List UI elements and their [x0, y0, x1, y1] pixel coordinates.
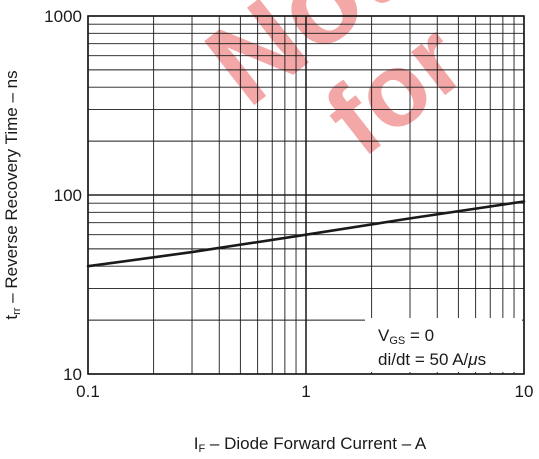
annotation-vgs-sub: GS [389, 335, 405, 347]
annotation-box: VGS = 0 di/dt = 50 A/μs [365, 318, 522, 372]
y-axis-label-main: t [2, 315, 21, 320]
y-axis-label-rest: – Reverse Recovery Time – ns [2, 70, 21, 307]
annotation-didt: di/dt = 50 A/μs [378, 350, 486, 369]
x-axis-label-sub: F [198, 443, 205, 455]
x-tick-label: 10 [515, 382, 534, 401]
annotation-didt-text: di/dt = 50 A/ [378, 350, 469, 369]
annotation-vgs-main: V [378, 326, 390, 345]
y-tick-label: 1000 [44, 7, 82, 26]
x-axis-label-main: I [194, 434, 199, 453]
y-tick-label: 10 [63, 365, 82, 384]
annotation-didt-end: s [478, 350, 487, 369]
y-axis-label: trr – Reverse Recovery Time – ns [2, 70, 23, 319]
y-axis-label-sub: rr [11, 307, 23, 315]
series-group [86, 200, 526, 268]
x-axis-label-rest: – Diode Forward Current – A [205, 434, 427, 453]
grid [87, 15, 525, 375]
y-tick-label: 100 [54, 186, 82, 205]
annotation-background [365, 318, 522, 372]
x-tick-label: 0.1 [76, 382, 100, 401]
x-axis-label: IF – Diode Forward Current – A [194, 434, 427, 455]
annotation-vgs: VGS = 0 [378, 326, 434, 347]
annotation-vgs-rest: = 0 [405, 326, 434, 345]
tick-labels: 0.1 1 10 10 100 1000 [44, 7, 533, 401]
annotation-didt-mu: μ [467, 350, 478, 369]
watermark: Not for [183, 0, 486, 178]
series-line [86, 200, 526, 268]
x-tick-label: 1 [301, 382, 310, 401]
plot-frame [87, 15, 525, 375]
